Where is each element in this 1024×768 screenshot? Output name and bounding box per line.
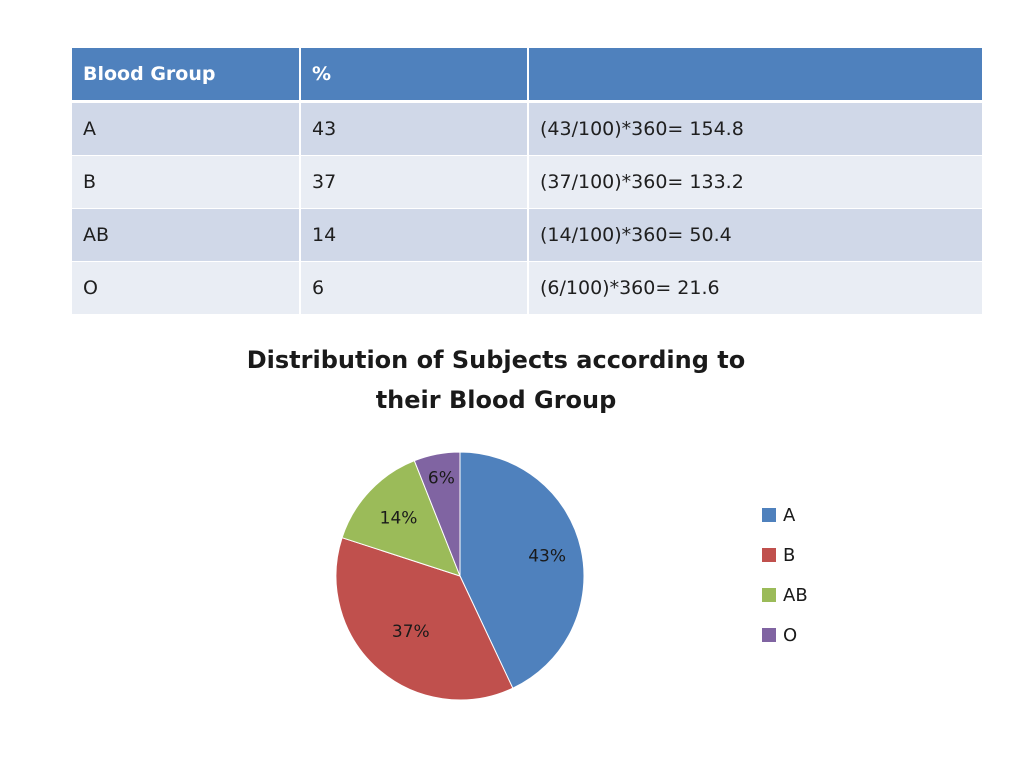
legend-label-a: A [783, 505, 796, 526]
cell-percent: 37 [299, 155, 528, 209]
table-row: A 43 (43/100)*360= 154.8 [72, 101, 982, 156]
header-calculation [527, 48, 982, 103]
cell-calculation: (43/100)*360= 154.8 [527, 101, 982, 156]
legend-swatch-b [762, 548, 776, 562]
pie-slice-a [459, 451, 585, 689]
slice-label-o: 6% [428, 469, 455, 489]
cell-percent: 43 [299, 101, 528, 156]
cell-group: O [72, 261, 300, 314]
table-row: B 37 (37/100)*360= 133.2 [72, 155, 982, 209]
pie-slice-b [335, 537, 514, 701]
cell-percent: 6 [299, 261, 528, 314]
table-header-row: Blood Group % [72, 48, 982, 103]
cell-calculation: (37/100)*360= 133.2 [527, 155, 982, 209]
legend-swatch-a [762, 508, 776, 522]
header-percent: % [299, 48, 528, 103]
legend-swatch-ab [762, 588, 776, 602]
legend-label-b: B [783, 545, 795, 566]
table-row: AB 14 (14/100)*360= 50.4 [72, 208, 982, 262]
cell-group: B [72, 155, 300, 209]
legend-label-o: O [783, 625, 797, 646]
cell-percent: 14 [299, 208, 528, 262]
slice-label-a: 43% [528, 547, 566, 567]
slice-label-ab: 14% [380, 508, 418, 528]
blood-group-table: Blood Group % A 43 (43/100)*360= 154.8 B… [72, 48, 982, 314]
header-blood-group: Blood Group [72, 48, 300, 103]
legend-label-ab: AB [783, 585, 808, 606]
table-row: O 6 (6/100)*360= 21.6 [72, 261, 982, 314]
pie-slice-ab [341, 460, 461, 577]
pie-slice-o [413, 451, 461, 577]
cell-calculation: (6/100)*360= 21.6 [527, 261, 982, 314]
chart-title: Distribution of Subjects according to th… [200, 340, 792, 420]
legend-swatch-o [762, 628, 776, 642]
slice-label-b: 37% [392, 622, 430, 642]
cell-calculation: (14/100)*360= 50.4 [527, 208, 982, 262]
cell-group: A [72, 101, 300, 156]
chart-title-line-2: their Blood Group [375, 386, 617, 414]
chart-title-line-1: Distribution of Subjects according to [246, 346, 746, 374]
cell-group: AB [72, 208, 300, 262]
